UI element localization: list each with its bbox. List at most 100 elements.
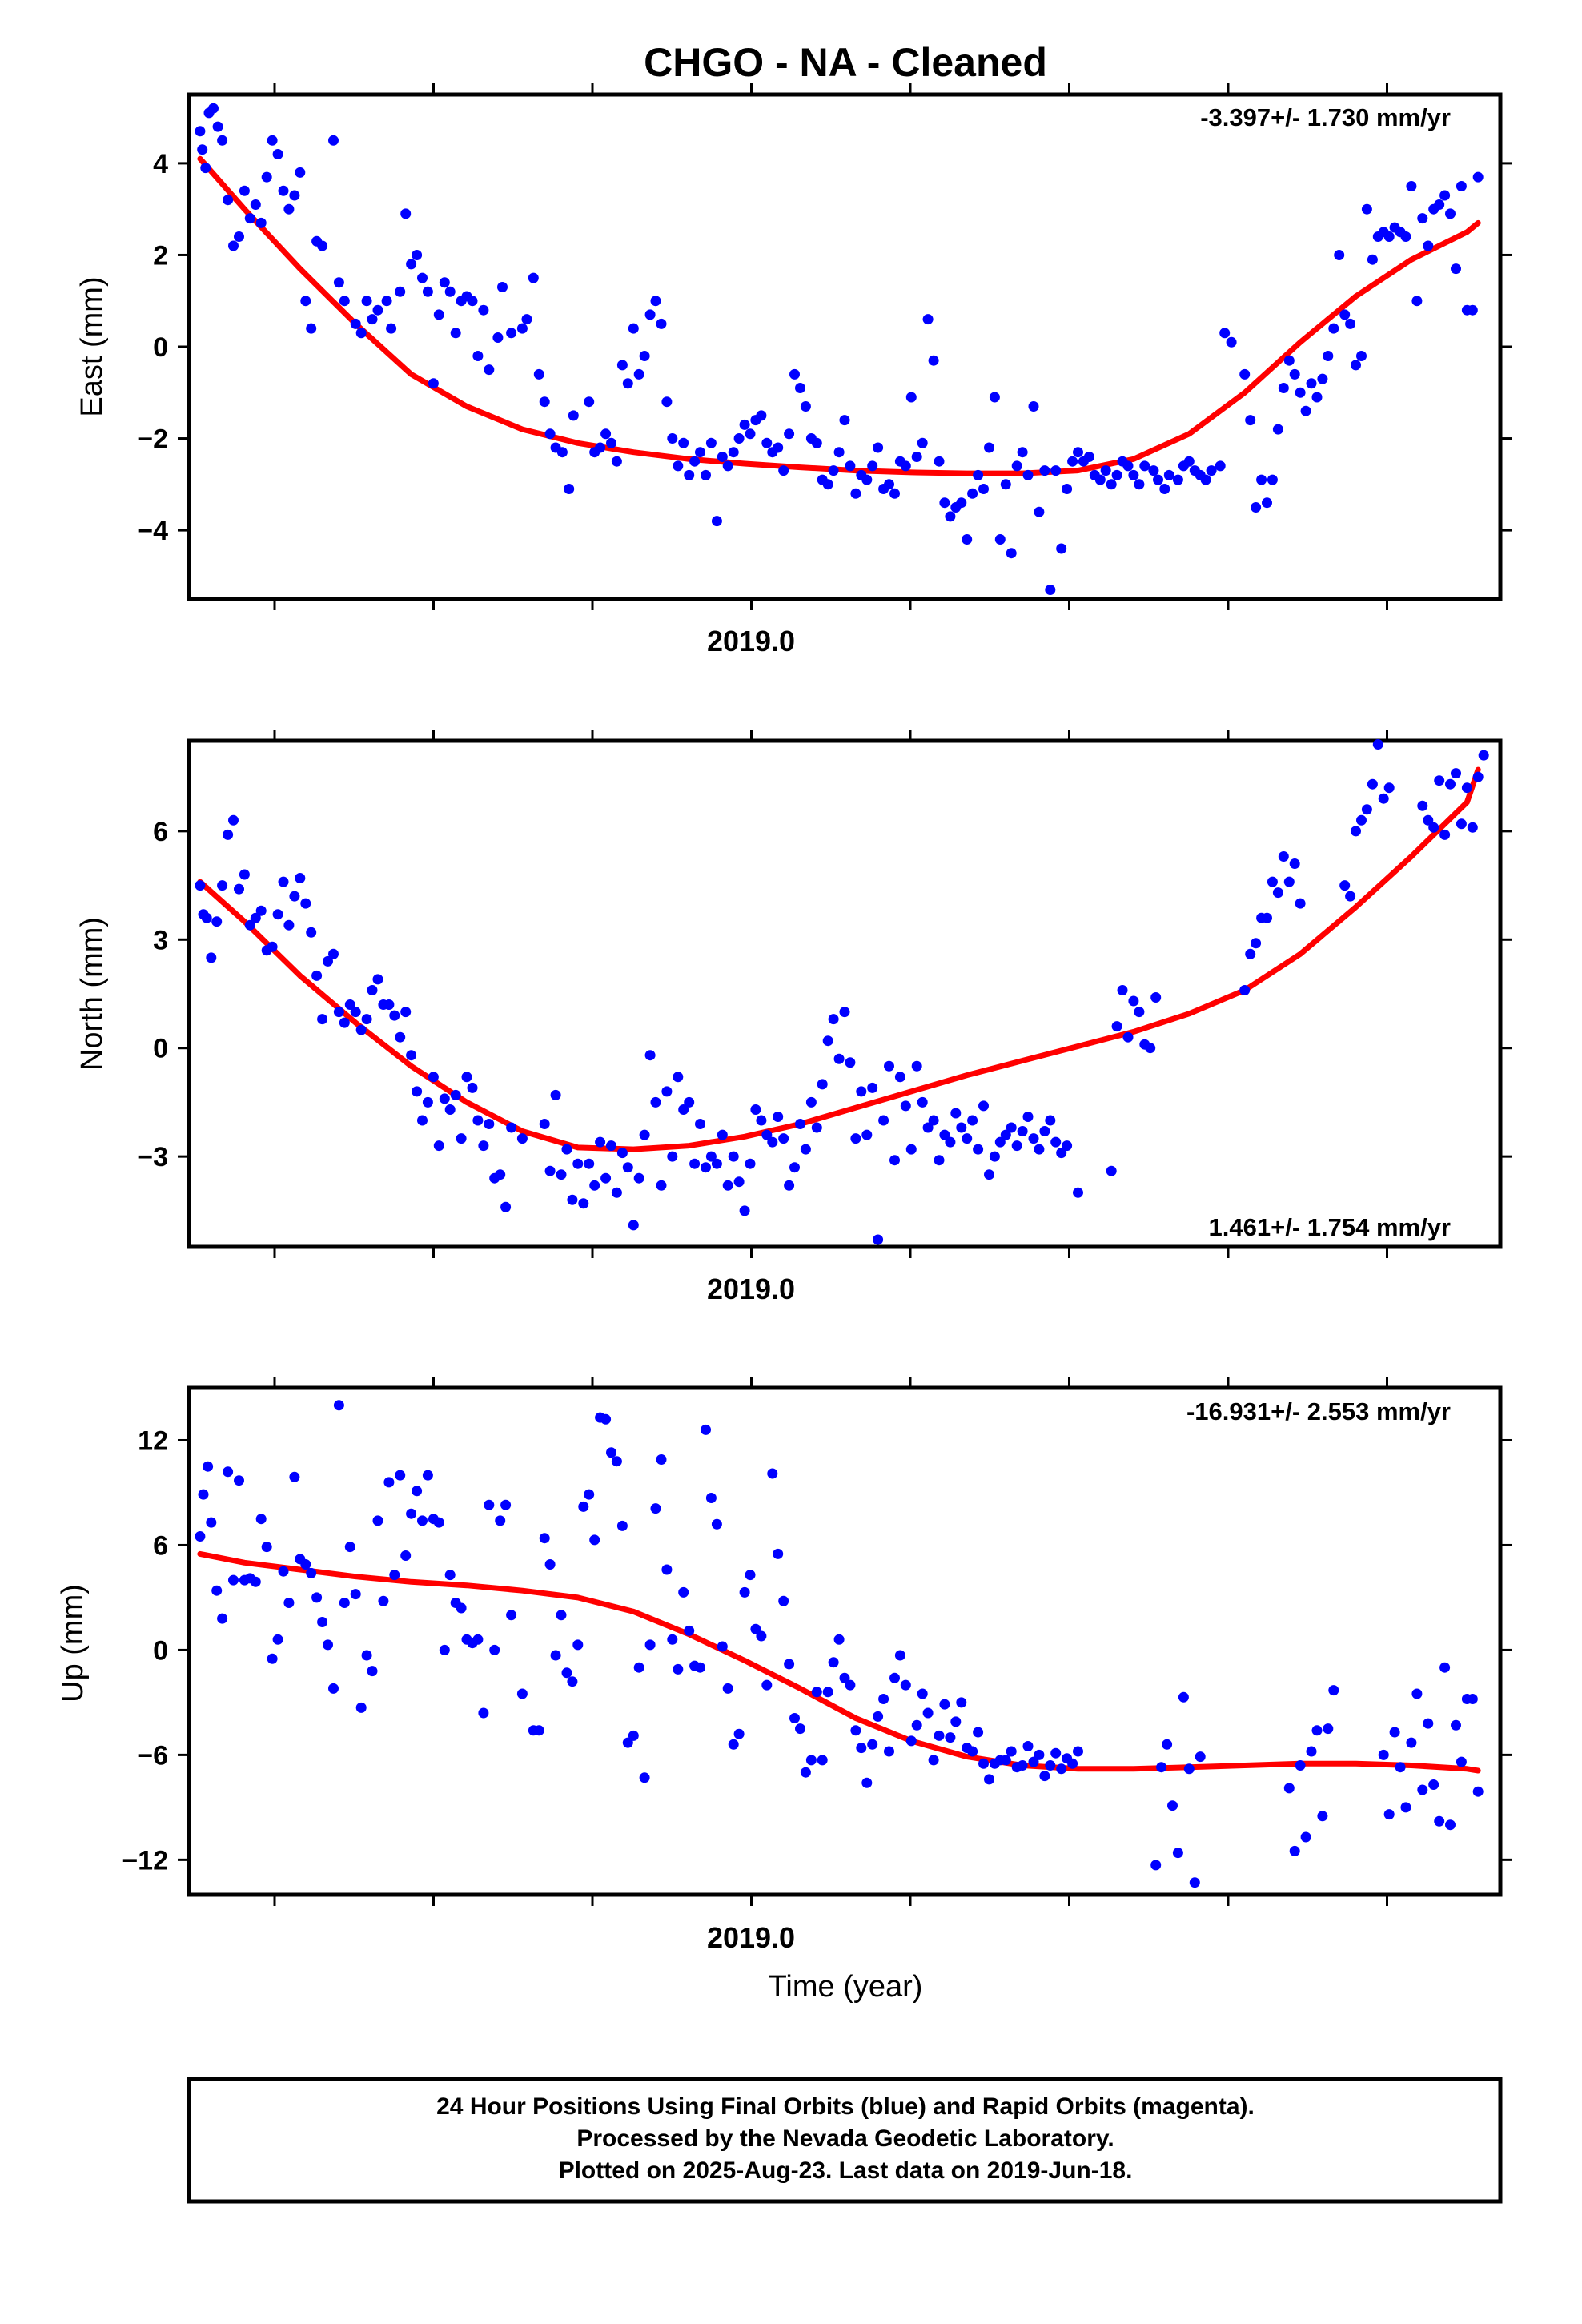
north-fit-curve xyxy=(197,766,1481,1152)
data-point xyxy=(278,185,289,196)
data-point xyxy=(206,1517,217,1528)
data-point xyxy=(767,1468,778,1479)
data-point xyxy=(922,1707,934,1719)
data-point xyxy=(350,318,361,329)
data-point xyxy=(600,1413,612,1425)
data-point xyxy=(733,1728,745,1739)
data-point xyxy=(255,905,267,916)
y-tick-label: −3 xyxy=(137,1142,168,1172)
data-point xyxy=(1245,948,1256,959)
data-point xyxy=(928,1115,939,1126)
fit-curve-line xyxy=(197,155,1481,476)
data-point xyxy=(1272,424,1283,435)
data-point xyxy=(1122,460,1134,472)
data-point xyxy=(595,1136,606,1148)
data-point xyxy=(984,442,994,453)
data-point xyxy=(372,304,383,316)
data-point xyxy=(856,1086,867,1097)
y-tick-label: 0 xyxy=(153,1034,168,1064)
data-point xyxy=(695,447,705,458)
data-point xyxy=(861,474,873,485)
data-point xyxy=(412,1086,423,1097)
y-tick-label: −6 xyxy=(137,1740,168,1771)
data-point xyxy=(344,1542,355,1553)
data-point xyxy=(1017,1126,1028,1136)
data-point xyxy=(444,1570,456,1581)
data-point xyxy=(705,437,717,448)
data-point xyxy=(656,1454,667,1465)
data-point xyxy=(1239,368,1251,380)
data-point xyxy=(778,1133,789,1144)
data-point xyxy=(984,1169,994,1180)
data-point xyxy=(684,1096,695,1108)
data-point xyxy=(639,1129,650,1140)
data-point xyxy=(539,1119,550,1129)
data-point xyxy=(1267,876,1278,887)
data-point xyxy=(516,323,528,334)
data-point xyxy=(950,1716,962,1727)
data-point xyxy=(1000,479,1011,490)
data-point xyxy=(228,814,239,826)
data-point xyxy=(217,880,228,891)
data-point xyxy=(644,1050,656,1061)
data-point xyxy=(867,1082,878,1093)
data-point xyxy=(1017,1760,1028,1771)
data-point xyxy=(1306,378,1317,389)
data-point xyxy=(428,1072,439,1083)
data-point xyxy=(1289,368,1300,380)
data-point xyxy=(878,1115,889,1126)
data-point xyxy=(667,1151,678,1162)
data-point xyxy=(722,460,733,472)
data-point xyxy=(889,488,900,499)
data-point xyxy=(905,392,917,403)
data-point xyxy=(994,1136,1006,1148)
data-point xyxy=(355,1024,367,1035)
data-point xyxy=(750,1623,761,1634)
data-point xyxy=(1361,804,1372,815)
data-point xyxy=(400,208,412,219)
data-point xyxy=(600,1172,612,1184)
data-point xyxy=(197,144,208,155)
data-point xyxy=(572,1639,584,1651)
data-point xyxy=(550,1650,561,1661)
data-point xyxy=(472,1634,484,1645)
data-point xyxy=(1356,814,1367,826)
data-point xyxy=(1039,1771,1050,1782)
data-point xyxy=(973,1727,984,1738)
data-point xyxy=(478,304,489,316)
data-point xyxy=(839,1672,850,1683)
data-point xyxy=(811,437,822,448)
data-point xyxy=(1150,1860,1162,1871)
data-point xyxy=(261,171,272,183)
data-point xyxy=(900,460,911,472)
data-point xyxy=(1073,447,1083,458)
data-point xyxy=(1411,296,1423,307)
data-point xyxy=(889,1672,900,1683)
data-point xyxy=(905,1735,917,1747)
data-point xyxy=(889,1155,900,1166)
data-point xyxy=(728,447,739,458)
data-point xyxy=(1056,1148,1067,1159)
data-point xyxy=(544,1165,556,1176)
data-point xyxy=(917,1096,928,1108)
data-point xyxy=(1339,880,1351,891)
data-point xyxy=(456,1133,467,1144)
data-point xyxy=(272,909,283,920)
data-point xyxy=(472,1115,484,1126)
data-point xyxy=(1183,1763,1195,1775)
data-point xyxy=(461,1072,472,1083)
data-point xyxy=(833,1053,845,1064)
data-point xyxy=(1000,1129,1011,1140)
east-plot-frame xyxy=(187,92,1503,601)
data-point xyxy=(1050,1747,1062,1759)
data-point xyxy=(722,1683,733,1694)
data-point xyxy=(850,1725,861,1736)
data-point xyxy=(211,1585,223,1596)
fit-curve-line xyxy=(197,766,1481,1152)
data-point xyxy=(1389,1727,1400,1738)
data-point xyxy=(867,1739,878,1750)
footer-box: 24 Hour Positions Using Final Orbits (bl… xyxy=(187,2077,1503,2204)
data-point xyxy=(845,1679,856,1691)
